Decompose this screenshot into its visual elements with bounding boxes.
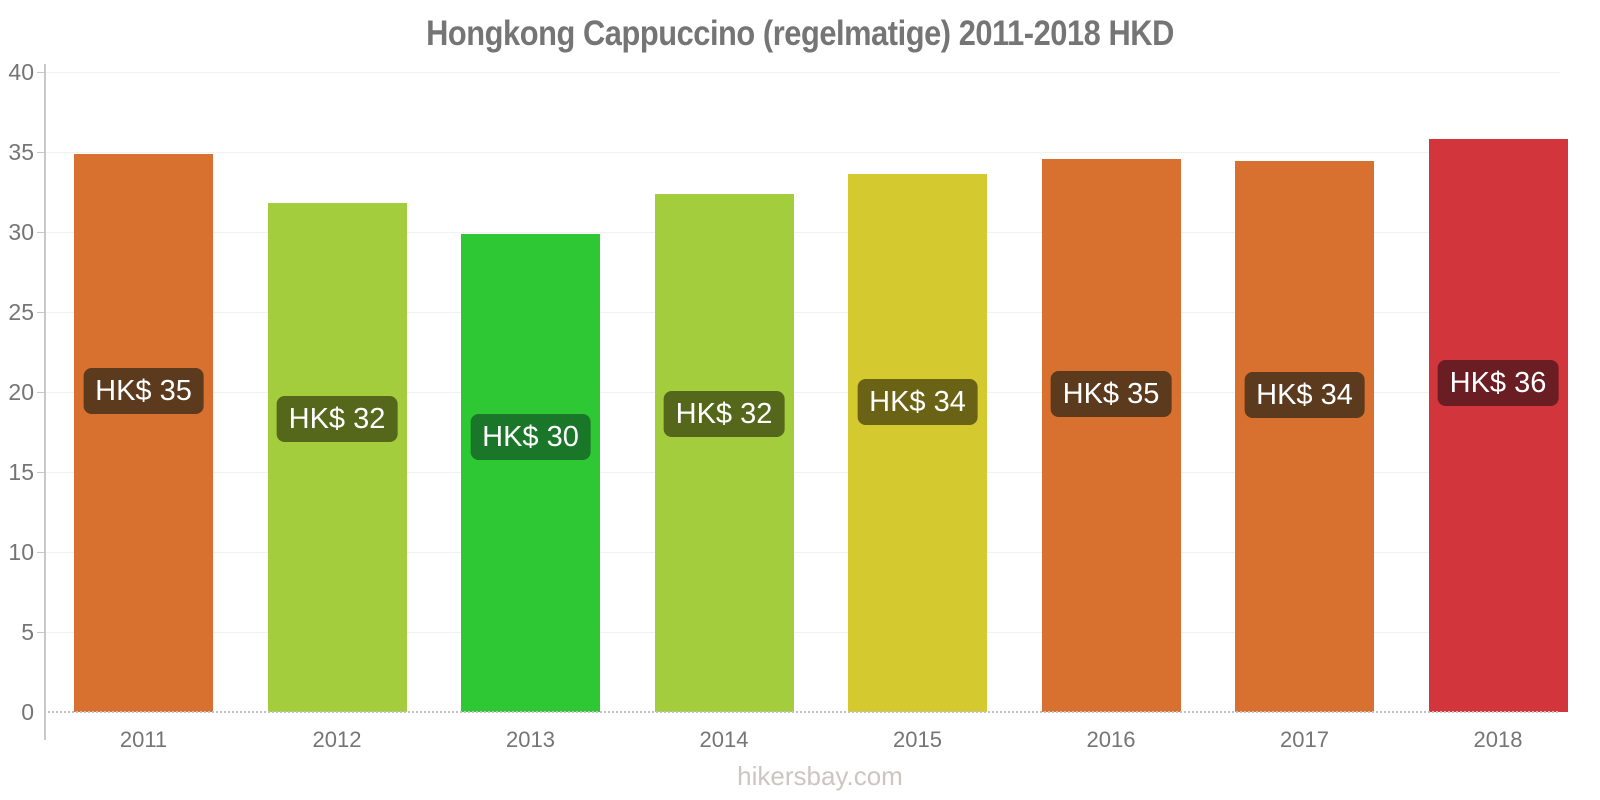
y-axis-tick-label-0: 0 bbox=[21, 699, 34, 725]
y-axis-tick-15 bbox=[37, 472, 44, 473]
x-axis-label-2011: 2011 bbox=[119, 727, 168, 752]
y-axis-tick-5 bbox=[37, 632, 44, 633]
bar-value-label-2014: HK$ 32 bbox=[663, 390, 785, 437]
y-axis-tick-40 bbox=[37, 72, 44, 73]
gridline-25 bbox=[44, 311, 1560, 313]
y-axis-tick-label-40: 40 bbox=[8, 59, 34, 85]
gridline-10 bbox=[44, 551, 1560, 553]
gridline-40 bbox=[44, 71, 1560, 73]
y-axis-tick-20 bbox=[37, 392, 44, 393]
bar-2017[interactable]: HK$ 34 bbox=[1235, 160, 1374, 712]
x-axis-label-2013: 2013 bbox=[506, 727, 555, 752]
y-axis-tick-35 bbox=[37, 152, 44, 153]
x-axis-label-2016: 2016 bbox=[1086, 727, 1136, 752]
bar-2014[interactable]: HK$ 32 bbox=[654, 193, 794, 712]
x-axis-label-2018: 2018 bbox=[1473, 727, 1523, 752]
bar-2018[interactable]: HK$ 36 bbox=[1428, 139, 1568, 712]
y-axis-tick-10 bbox=[37, 552, 44, 553]
bar-value-label-2015: HK$ 34 bbox=[857, 379, 978, 426]
bar-value-label-2013: HK$ 30 bbox=[470, 413, 591, 460]
y-axis-tick-label-30: 30 bbox=[8, 219, 34, 245]
x-axis-baseline bbox=[44, 711, 1560, 713]
y-axis-tick-25 bbox=[37, 312, 44, 313]
y-axis-tick-label-10: 10 bbox=[8, 539, 34, 565]
x-axis-label-2012: 2012 bbox=[312, 727, 362, 752]
y-axis-tick-label-25: 25 bbox=[8, 299, 34, 325]
bar-value-label-2016: HK$ 35 bbox=[1050, 371, 1172, 418]
bar-2011[interactable]: HK$ 35 bbox=[74, 153, 213, 712]
bar-2012[interactable]: HK$ 32 bbox=[267, 203, 407, 712]
bar-value-label-2011: HK$ 35 bbox=[83, 367, 204, 414]
bar-2015[interactable]: HK$ 34 bbox=[848, 173, 987, 712]
gridline-15 bbox=[44, 471, 1560, 473]
x-axis-label-2017: 2017 bbox=[1280, 727, 1329, 752]
chart-title: Hongkong Cappuccino (regelmatige) 2011-2… bbox=[426, 14, 1174, 53]
y-axis-tick-label-35: 35 bbox=[8, 139, 34, 165]
y-axis-tick-label-15: 15 bbox=[8, 459, 34, 485]
gridline-20 bbox=[44, 391, 1560, 393]
x-axis-label-2015: 2015 bbox=[893, 727, 942, 752]
gridline-30 bbox=[44, 231, 1560, 233]
bar-2013[interactable]: HK$ 30 bbox=[461, 233, 600, 712]
gridline-5 bbox=[44, 631, 1560, 633]
y-axis-line bbox=[44, 64, 46, 740]
bar-value-label-2018: HK$ 36 bbox=[1437, 359, 1559, 406]
watermark: hikersbay.com bbox=[737, 761, 903, 791]
bar-value-label-2012: HK$ 32 bbox=[276, 396, 398, 443]
y-axis-tick-label-20: 20 bbox=[8, 379, 34, 405]
gridline-35 bbox=[44, 151, 1560, 153]
y-axis-tick-label-5: 5 bbox=[21, 619, 34, 645]
y-axis-tick-30 bbox=[37, 232, 44, 233]
bar-value-label-2017: HK$ 34 bbox=[1244, 372, 1365, 419]
bar-2016[interactable]: HK$ 35 bbox=[1041, 159, 1181, 712]
x-axis-label-2014: 2014 bbox=[699, 727, 749, 752]
